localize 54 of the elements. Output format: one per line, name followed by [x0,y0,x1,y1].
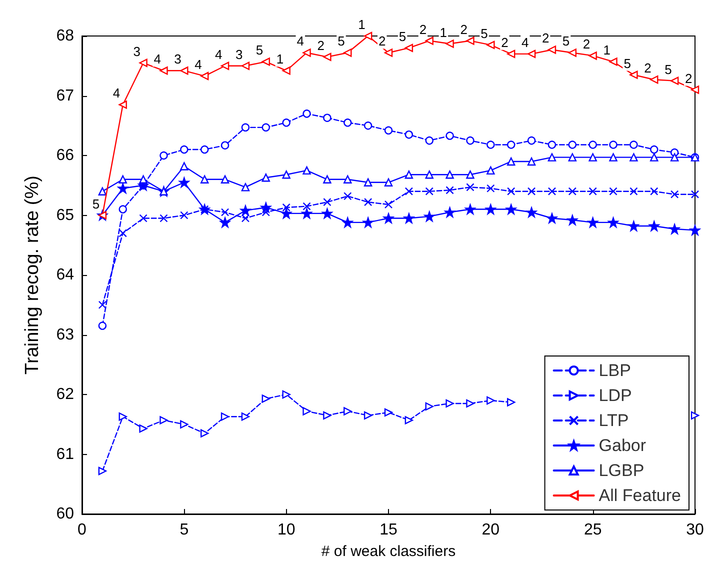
annotation: 5 [92,196,100,212]
annotation: 4 [215,46,222,62]
y-tick-label: 64 [56,266,74,284]
annotation: 5 [664,62,672,77]
annotation: 4 [112,86,120,101]
x-tick-label: 30 [686,522,704,538]
legend-label: LDP [598,386,632,405]
y-axis-title: Training recog. rate (%) [22,176,43,374]
annotation: 4 [194,57,202,72]
x-tick-label: 25 [584,522,602,538]
annotation: 5 [624,56,631,71]
y-tick-label: 61 [56,446,74,463]
annotation: 2 [419,22,427,37]
annotation: 1 [440,24,448,40]
annotation: 2 [685,70,692,86]
annotation: 5 [562,34,570,49]
x-tick-label: 0 [78,522,87,538]
annotation: 4 [154,52,161,67]
y-tick-label: 62 [56,386,74,403]
y-tick-label: 63 [56,326,74,344]
annotation: 1 [603,42,610,58]
annotation: 4 [296,34,304,49]
legend-label: LBP [598,361,631,380]
annotation: 3 [174,52,182,67]
legend-label: LTP [598,411,629,430]
annotation: 5 [338,34,345,49]
y-tick-label: 66 [56,147,74,164]
annotation: 1 [276,52,284,67]
annotation: 2 [644,60,652,76]
annotation: 3 [133,44,141,59]
x-tick-label: 5 [180,522,189,538]
annotation: 5 [256,42,264,58]
y-tick-label: 65 [56,206,74,224]
legend-label: All Feature [598,486,681,505]
annotation: 2 [582,36,590,52]
legend-label: Gabor [598,436,646,455]
annotation: 3 [235,46,243,62]
annotation: 1 [358,17,366,32]
annotation: 2 [460,22,468,37]
x-tick-label: 10 [277,522,296,538]
annotation: 2 [542,30,550,46]
annotation: 2 [501,34,508,50]
y-tick-label: 60 [56,506,74,522]
x-tick-label: 20 [482,522,500,538]
legend-label: LGBP [598,461,644,480]
x-tick-label: 15 [380,522,398,538]
annotation: 2 [378,34,386,49]
x-axis-title: # of weak classifiers [321,543,456,560]
y-tick-label: 68 [56,28,74,44]
annotation: 5 [480,26,488,41]
y-tick-label: 67 [56,87,74,104]
annotation: 4 [522,34,529,50]
annotation: 5 [398,28,406,44]
annotation: 2 [317,38,324,53]
